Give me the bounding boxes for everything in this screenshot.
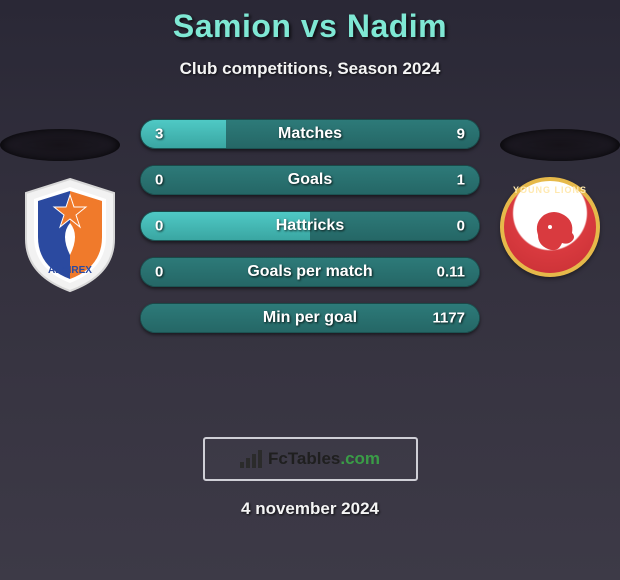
comparison-card: Samion vs Nadim Club competitions, Seaso… <box>0 0 620 580</box>
fctables-logo-box: FcTables.com <box>203 437 418 481</box>
albirex-shield-icon: ALBIREX <box>20 177 120 293</box>
comparison-row: ALBIREX YOUNG LIONS 3 Matches 9 <box>0 119 620 419</box>
team-badge-left: ALBIREX <box>20 177 120 293</box>
stat-label: Min per goal <box>263 309 357 327</box>
stat-label: Goals per match <box>247 263 372 281</box>
stat-right-value: 9 <box>457 126 465 143</box>
stat-label: Matches <box>278 125 342 143</box>
lion-head-icon <box>528 205 580 257</box>
young-lions-arc-text: YOUNG LIONS <box>504 185 596 195</box>
shadow-ellipse-right <box>500 129 620 161</box>
young-lions-circle-icon: YOUNG LIONS <box>500 177 600 277</box>
stat-bar-min-per-goal: Min per goal 1177 <box>140 303 480 333</box>
stat-right-value: 0.11 <box>437 264 465 281</box>
stat-label: Hattricks <box>276 217 344 235</box>
stat-right-value: 0 <box>457 218 465 235</box>
logo-suffix: .com <box>340 449 380 468</box>
albirex-shield-text: ALBIREX <box>48 265 92 276</box>
stat-bar-hattricks: 0 Hattricks 0 <box>140 211 480 241</box>
stat-bar-goals-per-match: 0 Goals per match 0.11 <box>140 257 480 287</box>
stat-right-value: 1177 <box>432 310 465 327</box>
stat-left-value: 3 <box>155 126 163 143</box>
page-title: Samion vs Nadim <box>0 0 620 45</box>
team-badge-right: YOUNG LIONS <box>500 177 600 277</box>
stat-bars: 3 Matches 9 0 Goals 1 0 Hattricks 0 <box>140 119 480 349</box>
stat-left-value: 0 <box>155 218 163 235</box>
stat-left-value: 0 <box>155 264 163 281</box>
shadow-ellipse-left <box>0 129 120 161</box>
fctables-logo-text: FcTables.com <box>268 449 380 469</box>
page-subtitle: Club competitions, Season 2024 <box>0 59 620 79</box>
footer-date: 4 november 2024 <box>0 499 620 519</box>
logo-main: FcTables <box>268 449 340 468</box>
stat-label: Goals <box>288 171 332 189</box>
stat-bar-matches: 3 Matches 9 <box>140 119 480 149</box>
bar-chart-icon <box>240 450 262 468</box>
stat-left-value: 0 <box>155 172 163 189</box>
stat-bar-goals: 0 Goals 1 <box>140 165 480 195</box>
stat-right-value: 1 <box>457 172 465 189</box>
